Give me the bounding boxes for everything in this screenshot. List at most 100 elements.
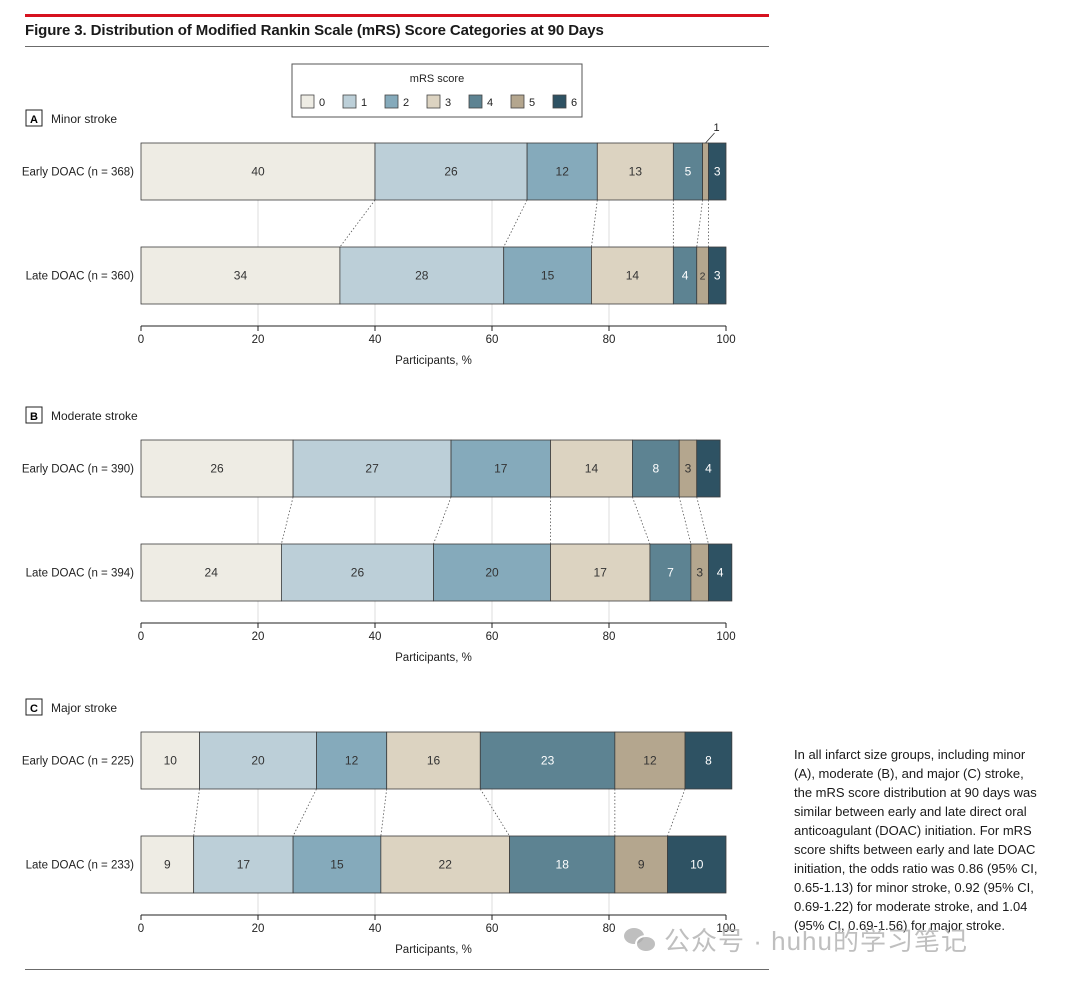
data-label: 4 bbox=[717, 566, 724, 580]
bar-segment-mrs-2 bbox=[503, 246, 592, 305]
bar-segment-mrs-5 bbox=[702, 142, 709, 201]
bar-segment-mrs-6 bbox=[708, 142, 727, 201]
bar-segment-mrs-2 bbox=[433, 543, 551, 602]
bar-segment-mrs-0 bbox=[140, 835, 195, 894]
data-label: 17 bbox=[237, 858, 251, 872]
legend-label-4: 4 bbox=[487, 97, 493, 109]
data-label: 2 bbox=[700, 271, 706, 283]
figure-title: Figure 3. Distribution of Modified Ranki… bbox=[25, 22, 604, 39]
panel-letter: B bbox=[30, 411, 38, 423]
connector-line bbox=[591, 199, 598, 248]
x-tick-label: 80 bbox=[603, 631, 616, 643]
wechat-icon bbox=[624, 926, 657, 953]
bar-segment-mrs-3 bbox=[591, 246, 674, 305]
bar-segment-mrs-0 bbox=[140, 246, 341, 305]
bar-segment-mrs-0 bbox=[140, 543, 282, 602]
data-label: 26 bbox=[210, 462, 224, 476]
data-label: 4 bbox=[705, 462, 712, 476]
x-axis-label: Participants, % bbox=[395, 944, 472, 956]
title-divider bbox=[25, 46, 769, 47]
data-label: 3 bbox=[685, 462, 692, 476]
data-label: 5 bbox=[685, 165, 692, 179]
bar-segment-mrs-5 bbox=[614, 835, 668, 894]
data-label: 15 bbox=[541, 269, 555, 283]
connector-line bbox=[696, 199, 703, 248]
data-label: 23 bbox=[541, 754, 555, 768]
bar-segment-mrs-1 bbox=[193, 835, 294, 894]
x-tick-label: 20 bbox=[252, 923, 265, 935]
bar-segment-mrs-4 bbox=[509, 835, 616, 894]
data-label: 14 bbox=[585, 462, 599, 476]
annotation-leader bbox=[705, 132, 715, 144]
data-label: 9 bbox=[164, 858, 171, 872]
connector-line bbox=[696, 496, 709, 545]
data-label: 7 bbox=[667, 566, 674, 580]
data-label: 12 bbox=[643, 754, 657, 768]
bar-segment-mrs-6 bbox=[684, 731, 733, 790]
connector-line bbox=[678, 496, 692, 545]
bar-segment-mrs-3 bbox=[386, 731, 481, 790]
panel-letter: A bbox=[30, 114, 38, 126]
x-tick-label: 40 bbox=[369, 631, 382, 643]
panel-letter-box bbox=[25, 406, 43, 424]
category-label: Early DOAC (n = 390) bbox=[22, 464, 134, 476]
legend-swatch-5 bbox=[510, 94, 525, 109]
panel-letter-box bbox=[25, 698, 43, 716]
bottom-divider bbox=[25, 969, 769, 970]
legend-title: mRS score bbox=[410, 73, 464, 85]
bar-segment-mrs-4 bbox=[672, 142, 703, 201]
connector-line bbox=[380, 788, 388, 837]
watermark-text: 公众号 · huhu的学习笔记 bbox=[664, 925, 968, 956]
panel-B: B Moderate stroke Early DOAC (n = 390) 26 27… bbox=[22, 406, 736, 664]
bar-segment-mrs-1 bbox=[374, 142, 528, 201]
data-label: 26 bbox=[444, 165, 458, 179]
data-label: 17 bbox=[594, 566, 608, 580]
legend-swatch-4 bbox=[468, 94, 483, 109]
connector-line bbox=[339, 199, 376, 248]
data-label: 13 bbox=[629, 165, 643, 179]
bar-segment-mrs-2 bbox=[450, 439, 551, 498]
legend-label-1: 1 bbox=[361, 97, 367, 109]
legend-swatch-3 bbox=[426, 94, 441, 109]
category-label: Early DOAC (n = 368) bbox=[22, 167, 134, 179]
bar-segment-mrs-2 bbox=[316, 731, 388, 790]
x-tick-label: 100 bbox=[716, 334, 735, 346]
x-axis-label: Participants, % bbox=[395, 652, 472, 664]
annotation-label: 1 bbox=[713, 122, 719, 134]
x-tick-label: 60 bbox=[486, 923, 499, 935]
legend-label-6: 6 bbox=[571, 97, 577, 109]
watermark: 公众号 · huhu的学习笔记 bbox=[624, 916, 1054, 962]
data-label: 27 bbox=[365, 462, 379, 476]
connector-line bbox=[193, 788, 200, 837]
connector-line bbox=[667, 788, 686, 837]
bar-segment-mrs-3 bbox=[550, 543, 651, 602]
data-label: 22 bbox=[439, 858, 453, 872]
legend-box bbox=[291, 63, 583, 118]
data-label: 20 bbox=[485, 566, 499, 580]
panel-title: Major stroke bbox=[51, 701, 117, 715]
legend-label-0: 0 bbox=[319, 97, 325, 109]
x-tick-label: 60 bbox=[486, 334, 499, 346]
panel-title: Moderate stroke bbox=[51, 409, 138, 423]
x-axis-label: Participants, % bbox=[395, 355, 472, 367]
bar-segment-mrs-1 bbox=[199, 731, 317, 790]
category-label: Late DOAC (n = 360) bbox=[26, 271, 135, 283]
category-label: Early DOAC (n = 225) bbox=[22, 756, 134, 768]
x-tick-label: 80 bbox=[603, 923, 616, 935]
data-label: 3 bbox=[696, 566, 703, 580]
bar-segment-mrs-0 bbox=[140, 731, 200, 790]
connector-line bbox=[292, 788, 317, 837]
x-tick-label: 0 bbox=[138, 631, 144, 643]
bar-segment-mrs-3 bbox=[550, 439, 633, 498]
category-label: Late DOAC (n = 233) bbox=[26, 860, 135, 872]
bar-segment-mrs-1 bbox=[280, 543, 434, 602]
legend-label-2: 2 bbox=[403, 97, 409, 109]
bar-segment-mrs-3 bbox=[596, 142, 674, 201]
bar-segment-mrs-0 bbox=[140, 142, 376, 201]
data-label: 16 bbox=[427, 754, 441, 768]
x-tick-label: 80 bbox=[603, 334, 616, 346]
x-tick-label: 40 bbox=[369, 334, 382, 346]
bar-segment-mrs-1 bbox=[292, 439, 452, 498]
